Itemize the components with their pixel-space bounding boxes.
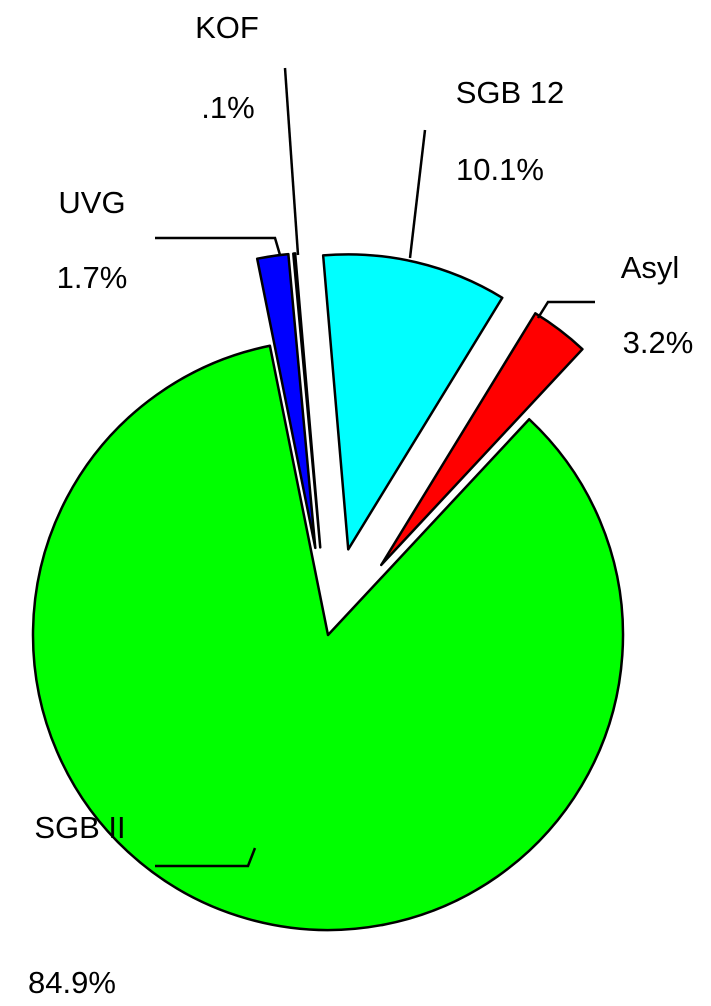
pie-slice <box>321 253 504 551</box>
slice-value-label: .1% <box>201 90 254 125</box>
leader-line <box>155 847 257 868</box>
leader-line <box>283 67 300 256</box>
pie-slice <box>380 312 584 567</box>
slice-label: UVG <box>58 185 125 220</box>
slice-value-label: 10.1% <box>456 152 544 187</box>
pie-slice <box>31 344 625 932</box>
slice-value-label: 3.2% <box>623 325 694 360</box>
slice-value-label: 1.7% <box>57 260 128 295</box>
slice-label: KOF <box>195 10 259 45</box>
slice-label: SGB II <box>34 810 125 845</box>
leader-line <box>408 129 427 259</box>
pie-slice <box>292 252 322 549</box>
leader-line <box>155 236 282 256</box>
leader-line <box>536 300 595 319</box>
pie-slice <box>255 252 317 550</box>
slice-label: SGB 12 <box>456 75 565 110</box>
slice-label: Asyl <box>621 250 680 285</box>
slice-value-label: 84.9% <box>28 965 116 1000</box>
